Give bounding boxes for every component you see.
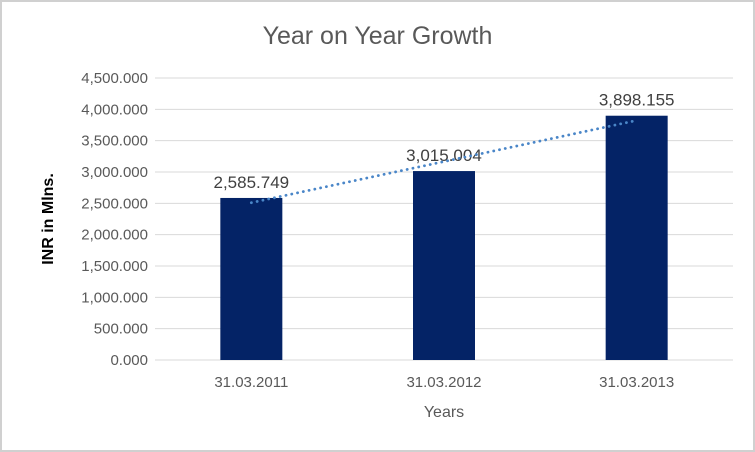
y-tick-label: 0.000 [110, 352, 148, 369]
bar-31.03.2012 [413, 171, 475, 360]
y-tick-label: 1,500.000 [81, 258, 148, 275]
trendline [249, 119, 639, 205]
data-label: 3,015.004 [406, 146, 482, 165]
y-tick-label: 1,000.000 [81, 289, 148, 306]
data-label: 3,898.155 [599, 91, 675, 110]
y-tick-label: 2,500.000 [81, 195, 148, 212]
y-tick-label: 2,000.000 [81, 227, 148, 244]
x-tick-label: 31.03.2013 [599, 374, 674, 391]
data-label: 2,585.749 [214, 173, 290, 192]
x-tick-label: 31.03.2011 [214, 374, 288, 391]
bar-31.03.2011 [220, 197, 283, 360]
chart-title: Year on Year Growth [262, 22, 493, 50]
y-tick-label: 4,000.000 [81, 101, 148, 118]
y-tick-label: 500.000 [94, 321, 148, 338]
y-tick-label: 3,000.000 [81, 164, 148, 181]
y-tick-label: 3,500.000 [81, 133, 148, 150]
y-tick-label: 4,500.000 [81, 70, 148, 87]
bar-31.03.2013 [605, 115, 668, 360]
x-tick-label: 31.03.2012 [406, 374, 481, 391]
x-axis-title: Years [423, 404, 465, 421]
